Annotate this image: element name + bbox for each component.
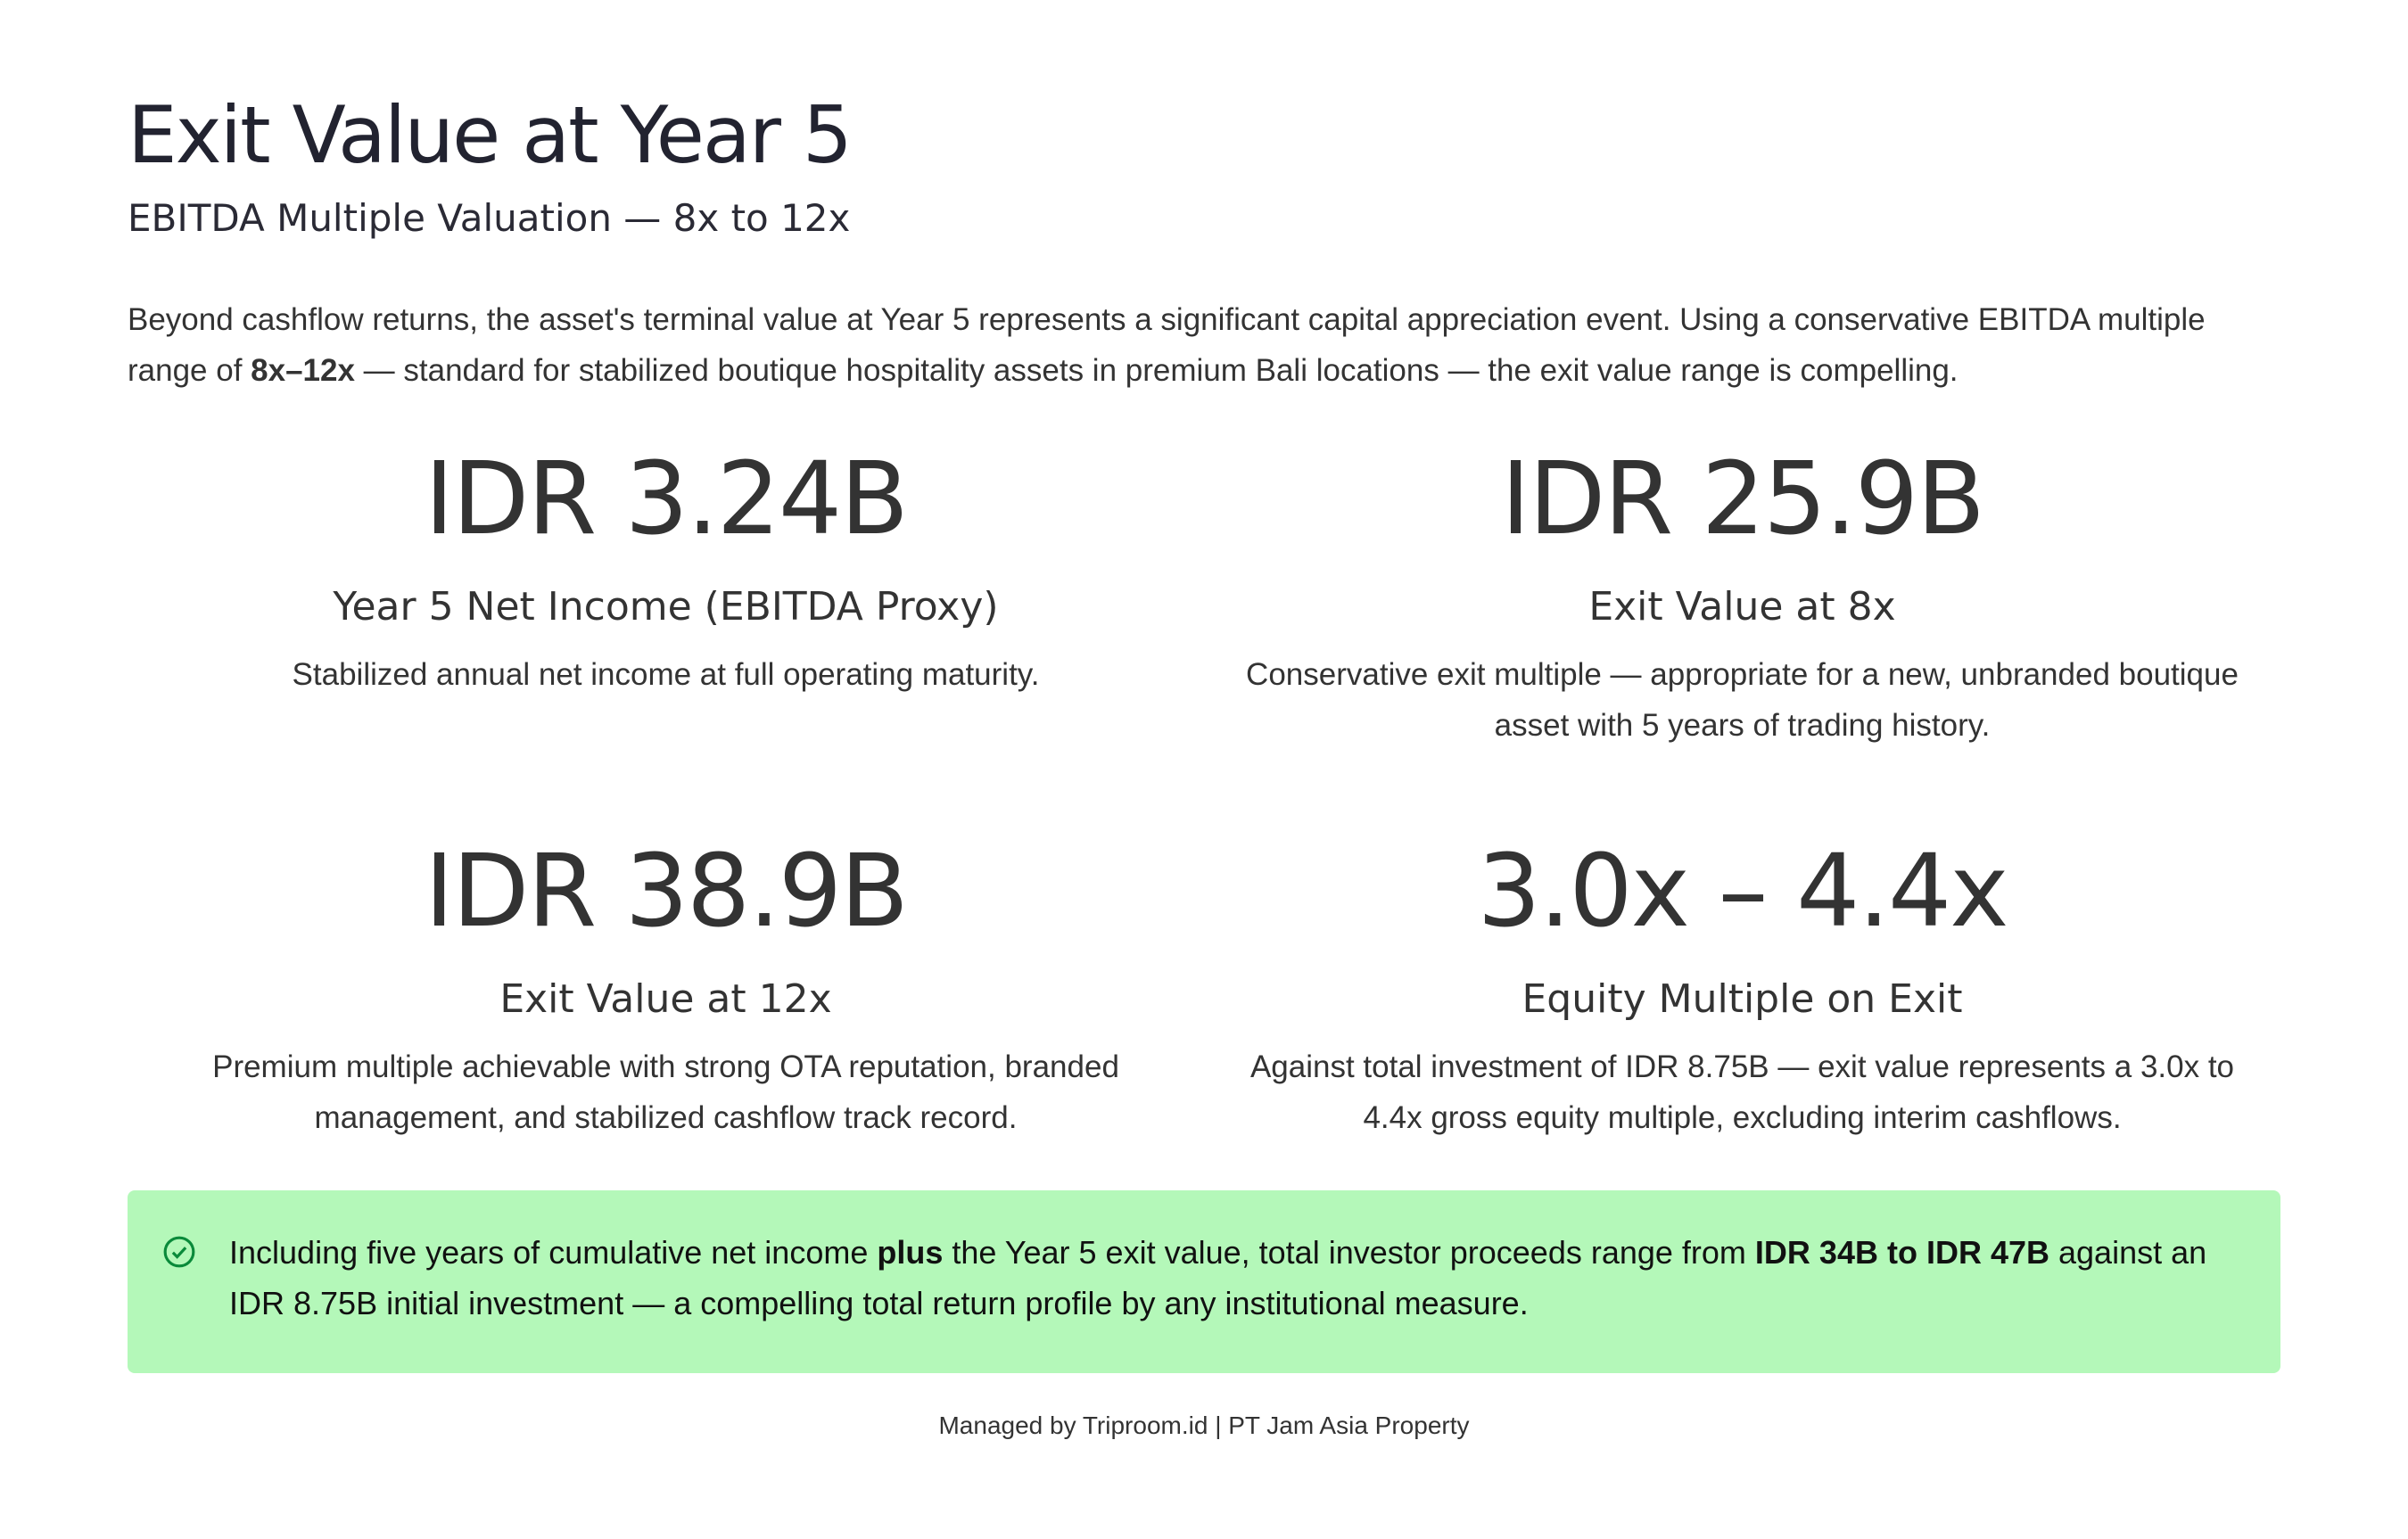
intro-text: — standard for stabilized boutique hospi… [354,353,1959,388]
callout-part: against an IDR 8.75B initial investment … [229,1234,2207,1321]
stat-card: 3.0x – 4.4x Equity Multiple on Exit Agains… [1204,834,2280,1143]
callout-part: the Year 5 exit value, total investor pr… [943,1234,1755,1271]
stat-description: Stabilized annual net income at full ope… [292,657,1040,692]
stat-label: Year 5 Net Income (EBITDA Proxy) [333,584,999,630]
stat-value: IDR 38.9B [425,834,909,950]
stat-value: IDR 3.24B [425,441,909,557]
callout-bold: plus [877,1234,944,1271]
stat-card: IDR 3.24B Year 5 Net Income (EBITDA Proxy… [128,441,1204,700]
callout-bold: IDR 34B to IDR 47B [1754,1234,2049,1271]
check-icon [163,1236,195,1268]
intro: Beyond cashflow returns, the asset's ter… [128,294,2286,396]
footer: Managed by Triproom.id | PT Jam Asia Pro… [938,1411,1470,1439]
callout-part: Including five years of cumulative net i… [229,1234,878,1271]
subtitle: EBITDA Multiple Valuation — 8x to 12x [128,196,851,240]
stat-label: Exit Value at 12x [499,976,832,1022]
stat-value: 3.0x – 4.4x [1477,834,2009,950]
intro-text: Beyond cashflow returns, the asset's ter… [128,302,2206,388]
intro-bold: 8x–12x [251,353,355,388]
stat-card: IDR 38.9B Exit Value at 12x Premium multip… [128,834,1204,1143]
stat-label: Equity Multiple on Exit [1521,976,1963,1022]
stat-value: IDR 25.9B [1501,441,1985,557]
stat-label: Exit Value at 8x [1588,584,1896,630]
callout-text: Including five years of cumulative net i… [229,1227,2236,1329]
stat-description: Against total investment of IDR 8.75B — … [1249,1049,2235,1135]
callout [128,1190,2280,1373]
stat-description: Conservative exit multiple — appropriate… [1246,657,2239,743]
title: Exit Value at Year 5 [128,89,853,181]
stat-description: Premium multiple achievable with strong … [212,1049,1119,1135]
stat-card: IDR 25.9B Exit Value at 8x Conservative ex… [1204,441,2280,751]
